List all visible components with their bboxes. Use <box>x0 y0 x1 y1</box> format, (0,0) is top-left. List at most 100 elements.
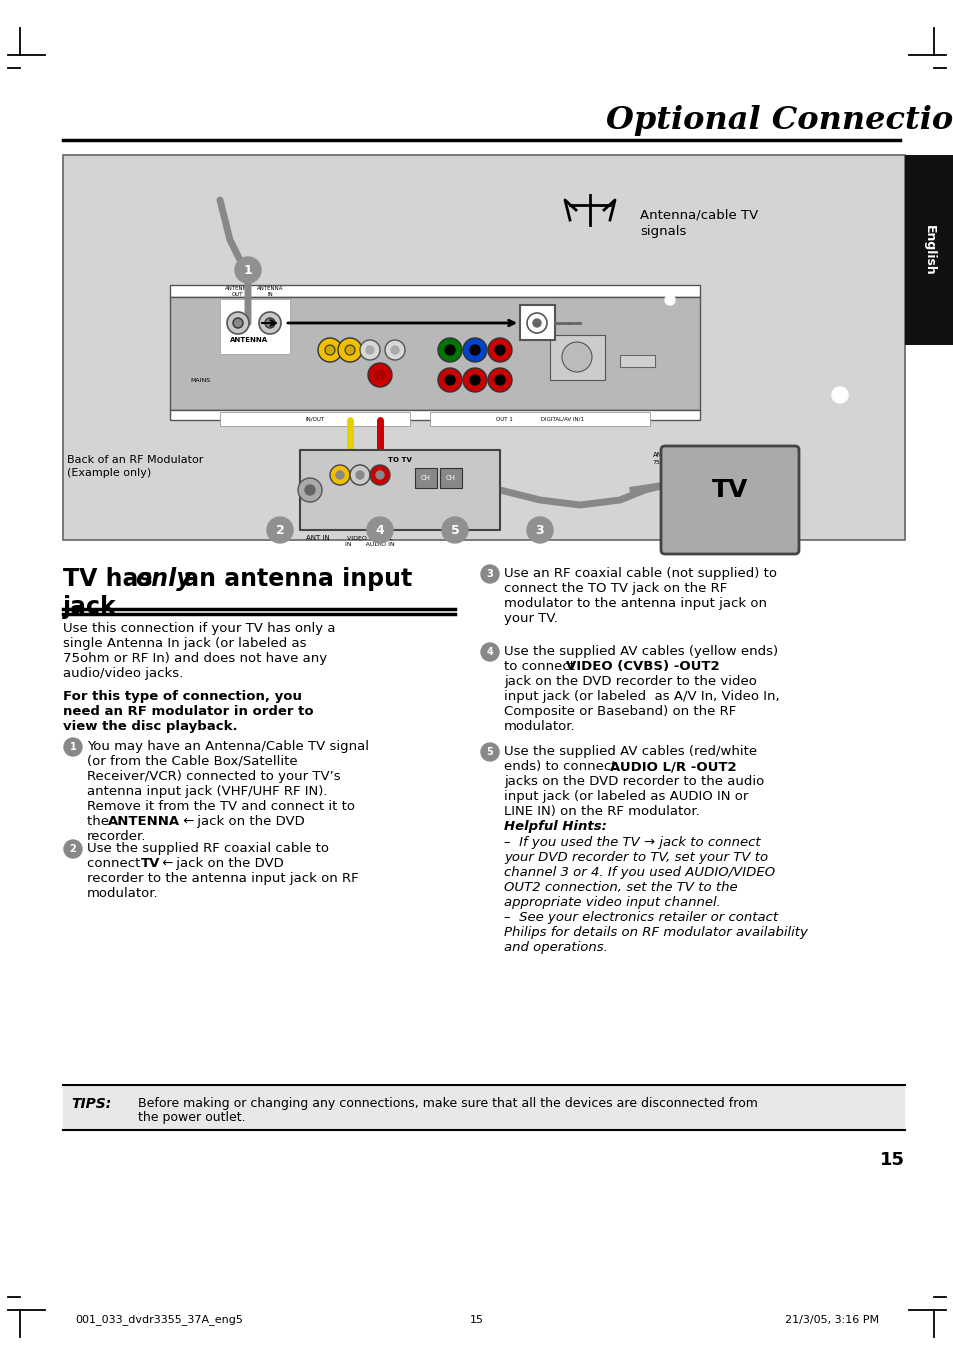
Text: jack: jack <box>63 595 116 618</box>
Text: 001_033_dvdr3355_37A_eng5: 001_033_dvdr3355_37A_eng5 <box>75 1314 243 1325</box>
Text: 3: 3 <box>486 569 493 579</box>
Circle shape <box>367 517 393 543</box>
Text: recorder to the antenna input jack on RF: recorder to the antenna input jack on RF <box>87 872 358 885</box>
Circle shape <box>470 345 479 355</box>
Text: Receiver/VCR) connected to your TV’s: Receiver/VCR) connected to your TV’s <box>87 770 340 784</box>
Circle shape <box>234 257 261 283</box>
Text: TV: TV <box>141 857 160 870</box>
FancyBboxPatch shape <box>550 334 604 379</box>
Circle shape <box>561 343 592 373</box>
Text: your TV.: your TV. <box>503 612 558 625</box>
Text: ←: ← <box>179 815 194 829</box>
Circle shape <box>488 369 512 392</box>
Circle shape <box>480 565 498 583</box>
Circle shape <box>437 339 461 362</box>
Text: (or from the Cable Box/Satellite: (or from the Cable Box/Satellite <box>87 755 297 768</box>
Text: 2: 2 <box>275 524 284 536</box>
Text: TV has: TV has <box>63 566 161 591</box>
Text: recorder.: recorder. <box>87 830 146 844</box>
Text: connect the TO TV jack on the RF: connect the TO TV jack on the RF <box>503 581 726 595</box>
Text: 75Ω*: 75Ω* <box>652 460 667 464</box>
Text: jacks on the DVD recorder to the audio: jacks on the DVD recorder to the audio <box>503 775 763 788</box>
Text: input jack (or labeled  as A/V In, Video In,: input jack (or labeled as A/V In, Video … <box>503 689 779 703</box>
Circle shape <box>265 318 274 328</box>
Text: 15: 15 <box>470 1314 483 1325</box>
Circle shape <box>385 340 405 360</box>
Text: Composite or Baseband) on the RF: Composite or Baseband) on the RF <box>503 704 736 718</box>
FancyBboxPatch shape <box>170 298 700 410</box>
Text: 3: 3 <box>536 524 544 536</box>
Circle shape <box>526 313 546 333</box>
Text: signals: signals <box>639 225 685 239</box>
Text: LINE IN) on the RF modulator.: LINE IN) on the RF modulator. <box>503 805 699 818</box>
Circle shape <box>297 478 322 502</box>
Circle shape <box>462 369 486 392</box>
Text: English: English <box>922 225 935 276</box>
Text: ←: ← <box>158 857 173 870</box>
FancyBboxPatch shape <box>170 285 700 298</box>
Circle shape <box>227 313 249 334</box>
Text: jack on the DVD: jack on the DVD <box>172 857 283 870</box>
Text: VIDEO (CVBS) -OUT2: VIDEO (CVBS) -OUT2 <box>565 661 719 673</box>
Circle shape <box>375 471 384 479</box>
Circle shape <box>664 295 675 304</box>
Text: Antenna/cable TV: Antenna/cable TV <box>639 209 758 221</box>
Text: ANTENNA: ANTENNA <box>225 287 251 292</box>
Text: OUT: OUT <box>232 292 244 296</box>
FancyBboxPatch shape <box>170 410 700 420</box>
Text: 75ohm or RF In) and does not have any: 75ohm or RF In) and does not have any <box>63 652 327 665</box>
Text: Use this connection if your TV has only a: Use this connection if your TV has only … <box>63 622 335 635</box>
Text: TIPS:: TIPS: <box>71 1097 112 1111</box>
Circle shape <box>345 345 355 355</box>
Text: OUT2 connection, set the TV to the: OUT2 connection, set the TV to the <box>503 880 737 894</box>
Text: antenna input jack (VHF/UHF RF IN).: antenna input jack (VHF/UHF RF IN). <box>87 785 327 799</box>
Text: –  If you used the TV → jack to connect: – If you used the TV → jack to connect <box>503 835 760 849</box>
Text: single Antenna In jack (or labeled as: single Antenna In jack (or labeled as <box>63 637 306 650</box>
Text: ANT IN: ANT IN <box>306 535 330 541</box>
Text: and operations.: and operations. <box>503 940 607 954</box>
Text: 4: 4 <box>375 524 384 536</box>
Text: 21/3/05, 3:16 PM: 21/3/05, 3:16 PM <box>784 1314 878 1325</box>
Text: audio/video jacks.: audio/video jacks. <box>63 667 183 680</box>
Text: 5: 5 <box>486 747 493 758</box>
FancyBboxPatch shape <box>430 412 649 426</box>
Circle shape <box>317 339 341 362</box>
Text: ANTENNA: ANTENNA <box>230 337 268 343</box>
Text: CH: CH <box>420 475 431 480</box>
Circle shape <box>350 465 370 485</box>
FancyBboxPatch shape <box>660 446 799 554</box>
FancyBboxPatch shape <box>299 450 499 530</box>
Text: Use the supplied AV cables (red/white: Use the supplied AV cables (red/white <box>503 745 757 758</box>
Circle shape <box>495 375 504 385</box>
Circle shape <box>444 345 455 355</box>
Text: 1: 1 <box>243 263 253 277</box>
Text: IN       AUDIO IN: IN AUDIO IN <box>345 542 395 547</box>
Text: 5: 5 <box>450 524 459 536</box>
Text: TV: TV <box>711 478 747 502</box>
Text: CH: CH <box>446 475 456 480</box>
Text: Use the supplied RF coaxial cable to: Use the supplied RF coaxial cable to <box>87 842 329 854</box>
FancyBboxPatch shape <box>220 412 410 426</box>
Text: an antenna input: an antenna input <box>174 566 412 591</box>
Text: ANT: ANT <box>652 452 666 459</box>
Circle shape <box>64 839 82 859</box>
Text: the power outlet.: the power outlet. <box>138 1111 245 1123</box>
Text: 2: 2 <box>70 844 76 854</box>
Text: your DVD recorder to TV, set your TV to: your DVD recorder to TV, set your TV to <box>503 850 767 864</box>
Text: jack on the DVD recorder to the video: jack on the DVD recorder to the video <box>503 676 756 688</box>
Circle shape <box>325 345 335 355</box>
Text: MAINS: MAINS <box>190 378 210 382</box>
FancyBboxPatch shape <box>439 468 461 489</box>
Text: Optional Connections: Optional Connections <box>605 105 953 135</box>
Circle shape <box>480 643 498 661</box>
Text: For this type of connection, you: For this type of connection, you <box>63 689 302 703</box>
Text: (Example only): (Example only) <box>67 468 152 478</box>
FancyBboxPatch shape <box>63 1085 904 1130</box>
Text: You may have an Antenna/Cable TV signal: You may have an Antenna/Cable TV signal <box>87 740 369 753</box>
Circle shape <box>488 339 512 362</box>
FancyBboxPatch shape <box>220 299 290 354</box>
Circle shape <box>267 517 293 543</box>
Text: need an RF modulator in order to: need an RF modulator in order to <box>63 704 314 718</box>
Circle shape <box>330 465 350 485</box>
Text: Philips for details on RF modulator availability: Philips for details on RF modulator avai… <box>503 925 807 939</box>
